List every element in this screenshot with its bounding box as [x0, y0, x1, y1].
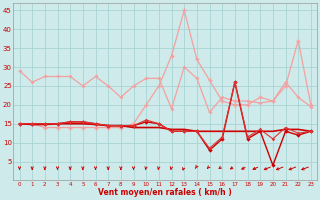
X-axis label: Vent moyen/en rafales ( km/h ): Vent moyen/en rafales ( km/h ): [98, 188, 232, 197]
